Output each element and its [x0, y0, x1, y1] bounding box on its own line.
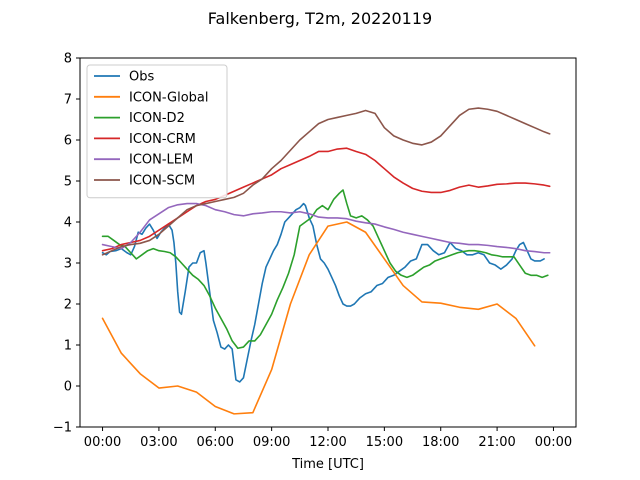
chart-title: Falkenberg, T2m, 20220119 — [208, 9, 432, 28]
y-tick-label: 5 — [64, 175, 72, 190]
legend-label-icon-crm: ICON-CRM — [129, 132, 196, 147]
series-line-obs — [101, 202, 545, 383]
y-tick-label: 8 — [64, 52, 72, 67]
y-axis: −1 0 1 2 3 4 5 6 7 8 — [53, 52, 80, 436]
legend: Obs ICON-Global ICON-D2 ICON-CRM ICON-LEM ICO… — [86, 64, 228, 199]
x-tick-label: 06:00 — [197, 435, 234, 450]
x-tick-label: 00:00 — [84, 435, 121, 450]
legend-label-icon-lem: ICON-LEM — [129, 153, 193, 168]
legend-box — [86, 64, 228, 199]
x-tick-label: 09:00 — [253, 435, 290, 450]
y-tick-label: 0 — [64, 380, 72, 395]
series-line-icon-scm — [101, 107, 551, 256]
plot-area — [79, 57, 577, 428]
legend-label-icon-scm: ICON-SCM — [129, 174, 195, 189]
y-tick-label: 3 — [64, 257, 72, 272]
x-axis: 00:00 03:00 06:00 09:00 12:00 15:00 18:00 21:00… — [84, 427, 572, 450]
x-tick-label: 12:00 — [309, 435, 346, 450]
legend-label-obs: Obs — [129, 70, 154, 85]
series-line-icon-global — [101, 221, 536, 415]
series-line-icon-lem — [101, 202, 551, 254]
x-tick-label: 00:00 — [535, 435, 572, 450]
legend-label-icon-d2: ICON-D2 — [129, 111, 185, 126]
x-tick-label: 18:00 — [422, 435, 459, 450]
series-line-icon-d2 — [101, 189, 549, 350]
x-tick-label: 15:00 — [366, 435, 403, 450]
y-tick-label: 6 — [64, 134, 72, 149]
x-tick-label: 21:00 — [478, 435, 515, 450]
y-tick-label: 1 — [64, 339, 72, 354]
x-tick-label: 03:00 — [140, 435, 177, 450]
x-axis-label: Time [UTC] — [291, 457, 364, 472]
legend-label-icon-global: ICON-Global — [129, 90, 209, 105]
y-tick-label: 4 — [64, 216, 72, 231]
y-tick-label: 2 — [64, 298, 72, 313]
y-tick-label: −1 — [53, 421, 72, 436]
y-tick-label: 7 — [64, 93, 72, 108]
